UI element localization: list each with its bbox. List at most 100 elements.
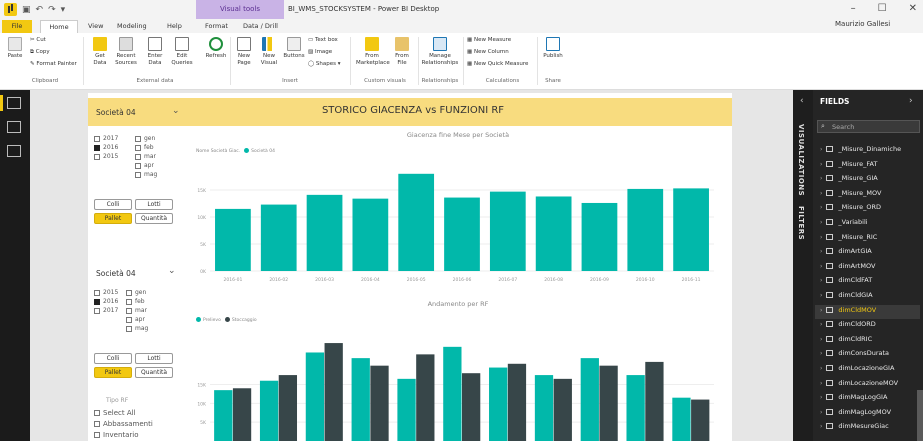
field-table-dimlocazionegia[interactable]: › dimLocazioneGIA [820, 364, 894, 378]
field-table-dimcldfat[interactable]: › dimCldFAT [820, 276, 872, 290]
model-view-icon[interactable] [7, 145, 21, 157]
checkbox[interactable] [126, 298, 132, 305]
field-table-misure-gia[interactable]: › _Misure_GIA [820, 174, 878, 188]
expand-chevron-icon[interactable]: › [820, 423, 823, 431]
chevron-down-icon[interactable]: ⌄ [168, 266, 176, 276]
month-option[interactable]: feb [135, 144, 154, 151]
checkbox[interactable] [135, 144, 141, 151]
signed-in-user[interactable]: Maurizio Gallesi [835, 20, 891, 28]
tab-view[interactable]: View [88, 22, 104, 30]
tipo-rf-option[interactable]: Inventario [94, 431, 139, 439]
expand-chevron-icon[interactable]: › [820, 365, 823, 372]
expand-chevron-icon[interactable]: › [820, 379, 823, 387]
field-table-variabili[interactable]: › _Variabili [820, 218, 868, 232]
month-option[interactable]: mar [126, 307, 147, 314]
data-view-icon[interactable] [7, 121, 21, 133]
checkbox[interactable] [94, 153, 100, 160]
checkbox[interactable] [135, 171, 141, 178]
legend-item[interactable]: Stoccaggio [224, 317, 257, 323]
year-option[interactable]: 2016 [94, 298, 118, 305]
lotti-button[interactable]: Lotti [135, 199, 173, 210]
get-data-button[interactable]: Get Data [88, 37, 112, 67]
field-table-dimartmov[interactable]: › dimArtMOV [820, 262, 875, 276]
field-table-dimcldord[interactable]: › dimCldORD [820, 320, 876, 334]
expand-chevron-icon[interactable]: › [820, 248, 823, 256]
expand-chevron-icon[interactable]: › [820, 306, 823, 314]
field-table-misure-fat[interactable]: › _Misure_FAT [820, 160, 877, 174]
year-option[interactable]: 2016 [94, 144, 118, 151]
year-option[interactable]: 2017 [94, 307, 118, 314]
refresh-button[interactable]: Refresh [204, 37, 228, 60]
tipo-rf-option[interactable]: Abbassamenti [94, 420, 153, 428]
from-marketplace-button[interactable]: From Marketplace [356, 37, 390, 67]
filters-pane-tab[interactable]: FILTERS [797, 206, 805, 241]
chevron-right-icon[interactable]: › [909, 96, 913, 106]
new-page-button[interactable]: New Page [232, 37, 256, 67]
tab-home[interactable]: Home [40, 20, 78, 33]
field-table-misure-mov[interactable]: › _Misure_MOV [820, 189, 881, 203]
checkbox[interactable] [126, 307, 132, 314]
expand-chevron-icon[interactable]: › [820, 204, 823, 212]
manage-relationships-button[interactable]: Manage Relationships [420, 37, 460, 67]
new-column-button[interactable]: ▦ New Column [467, 49, 509, 55]
year-option[interactable]: 2015 [94, 289, 118, 296]
checkbox[interactable] [94, 144, 100, 151]
from-file-button[interactable]: From File [390, 37, 414, 67]
new-measure-button[interactable]: ▦ New Measure [467, 37, 512, 43]
copy-button[interactable]: ⧉ Copy [30, 49, 50, 55]
expand-chevron-icon[interactable]: › [820, 189, 823, 197]
field-table-dimmaglogmov[interactable]: › dimMagLogMOV [820, 408, 891, 422]
year-option[interactable]: 2015 [94, 153, 118, 160]
expand-chevron-icon[interactable]: › [820, 233, 823, 241]
expand-chevron-icon[interactable]: › [820, 350, 823, 358]
field-table-dimconsdurata[interactable]: › dimConsDurata [820, 349, 889, 363]
field-table-misure-dinamiche[interactable]: › _Misure_Dinamiche [820, 145, 901, 159]
quantita-button[interactable]: Quantità [135, 213, 173, 224]
publish-button[interactable]: Publish [541, 37, 565, 60]
tipo-rf-option[interactable]: Select All [94, 409, 136, 417]
company-dropdown[interactable]: Società 04 [96, 108, 136, 117]
expand-chevron-icon[interactable]: › [820, 146, 823, 153]
expand-chevron-icon[interactable]: › [820, 175, 823, 183]
expand-chevron-icon[interactable]: › [820, 408, 823, 416]
month-option[interactable]: gen [126, 289, 146, 296]
redo-icon[interactable]: ↷ [48, 4, 56, 15]
tab-file[interactable]: File [2, 20, 32, 33]
pallet-button[interactable]: Pallet [94, 213, 132, 224]
checkbox[interactable] [135, 153, 141, 160]
field-table-dimcldmov[interactable]: › dimCldMOV [820, 306, 876, 320]
chevron-down-icon[interactable]: ⌄ [172, 106, 180, 116]
checkbox[interactable] [126, 289, 132, 296]
checkbox[interactable] [126, 316, 132, 323]
enter-data-button[interactable]: Enter Data [143, 37, 167, 67]
format-painter-button[interactable]: ✎ Format Painter [30, 61, 77, 67]
colli-button[interactable]: Colli [94, 199, 132, 210]
undo-icon[interactable]: ↶ [35, 4, 44, 15]
pallet-button[interactable]: Pallet [94, 367, 132, 378]
field-table-dimartgia[interactable]: › dimArtGIA [820, 247, 872, 261]
checkbox[interactable] [135, 162, 141, 169]
company-dropdown-2[interactable]: Società 04 [96, 269, 136, 278]
cut-button[interactable]: ✂ Cut [30, 37, 46, 43]
save-icon[interactable]: ▣ [22, 4, 31, 15]
close-icon[interactable]: ✕ [908, 3, 917, 14]
edit-queries-button[interactable]: Edit Queries [170, 37, 194, 67]
tab-modeling[interactable]: Modeling [117, 22, 147, 30]
lotti-button[interactable]: Lotti [135, 353, 173, 364]
checkbox[interactable] [94, 432, 100, 438]
maximize-icon[interactable]: ☐ [877, 3, 887, 14]
shapes-button[interactable]: ◯ Shapes ▾ [308, 61, 341, 67]
field-table-dimcldgia[interactable]: › dimCldGIA [820, 291, 873, 305]
search-input[interactable]: ⌕ Search [817, 120, 920, 133]
text-box-button[interactable]: ▭ Text box [308, 37, 338, 43]
visualizations-pane-tab[interactable]: VISUALIZATIONS [797, 124, 805, 197]
field-table-dimlocazionemov[interactable]: › dimLocazioneMOV [820, 379, 898, 393]
month-option[interactable]: gen [135, 135, 155, 142]
new-quick-measure-button[interactable]: ▦ New Quick Measure [467, 61, 529, 67]
colli-button[interactable]: Colli [94, 353, 132, 364]
expand-chevron-icon[interactable]: › [820, 219, 823, 226]
image-button[interactable]: ▨ Image [308, 49, 333, 55]
legend-item[interactable]: Prelievo [196, 317, 221, 323]
qat-dropdown-icon[interactable]: ▾ [60, 4, 66, 15]
new-visual-button[interactable]: New Visual [257, 37, 281, 67]
